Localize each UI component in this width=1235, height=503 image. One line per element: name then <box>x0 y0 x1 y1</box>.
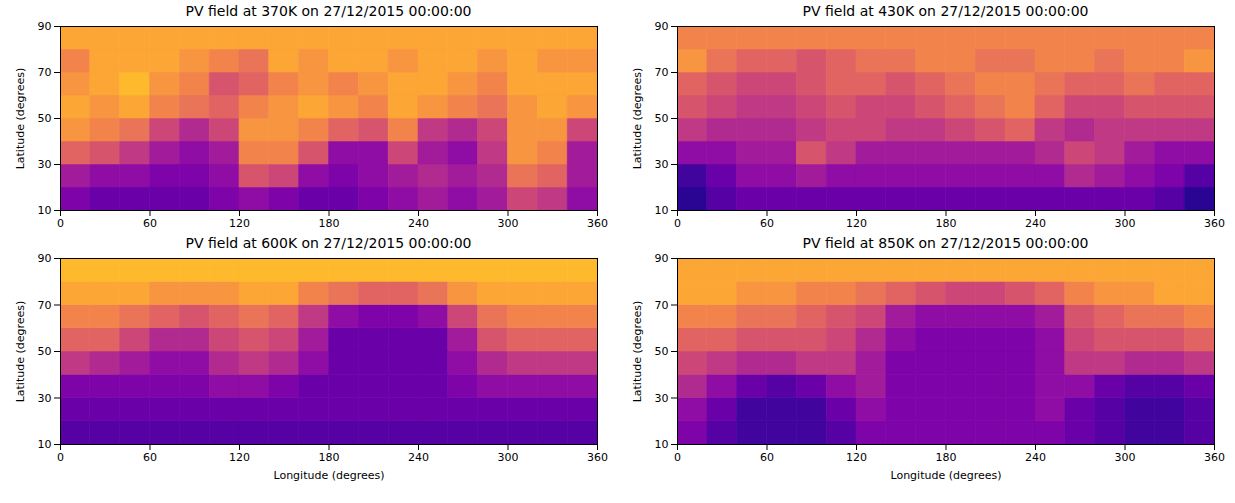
svg-text:240: 240 <box>1025 217 1046 230</box>
svg-text:90: 90 <box>38 252 52 265</box>
html-text:PV field at 370K on 27/12/2015: PV field at 370K on 27/12/2015 00:00:00 <box>185 3 472 19</box>
svg-text:Latitude (degrees): Latitude (degrees) <box>631 301 644 403</box>
svg-text:60: 60 <box>143 451 157 464</box>
svg-text:240: 240 <box>408 451 429 464</box>
svg-text:0: 0 <box>57 451 64 464</box>
svg-text:60: 60 <box>143 217 157 230</box>
svg-text:70: 70 <box>655 299 669 312</box>
html-text:PV field at 850K on 27/12/2015: PV field at 850K on 27/12/2015 00:00:00 <box>802 235 1089 251</box>
svg-text:Latitude (degrees): Latitude (degrees) <box>631 68 644 170</box>
svg-text:30: 30 <box>655 392 669 405</box>
svg-text:10: 10 <box>655 204 669 217</box>
svg-text:360: 360 <box>587 217 608 230</box>
svg-text:Longitude (degrees): Longitude (degrees) <box>890 469 1001 482</box>
html-text:PV field at 430K on 27/12/2015: PV field at 430K on 27/12/2015 00:00:00 <box>802 3 1089 19</box>
svg-text:240: 240 <box>1025 451 1046 464</box>
svg-text:300: 300 <box>498 217 519 230</box>
svg-text:300: 300 <box>1115 217 1136 230</box>
svg-text:Longitude (degrees): Longitude (degrees) <box>273 469 384 482</box>
svg-text:70: 70 <box>38 66 52 79</box>
svg-text:10: 10 <box>38 438 52 451</box>
svg-text:0: 0 <box>57 217 64 230</box>
svg-text:60: 60 <box>760 451 774 464</box>
svg-text:90: 90 <box>655 20 669 33</box>
svg-text:50: 50 <box>655 112 669 125</box>
svg-text:90: 90 <box>38 20 52 33</box>
svg-text:Latitude (degrees): Latitude (degrees) <box>14 68 27 170</box>
svg-text:120: 120 <box>229 217 250 230</box>
svg-text:30: 30 <box>655 158 669 171</box>
svg-text:10: 10 <box>655 438 669 451</box>
svg-text:300: 300 <box>498 451 519 464</box>
svg-text:240: 240 <box>408 217 429 230</box>
svg-text:180: 180 <box>936 451 957 464</box>
svg-text:180: 180 <box>936 217 957 230</box>
html-text:PV field at 600K on 27/12/2015: PV field at 600K on 27/12/2015 00:00:00 <box>185 235 472 251</box>
svg-text:50: 50 <box>655 345 669 358</box>
svg-text:360: 360 <box>1204 217 1225 230</box>
svg-text:70: 70 <box>655 66 669 79</box>
svg-text:0: 0 <box>674 217 681 230</box>
svg-text:180: 180 <box>319 451 340 464</box>
svg-text:300: 300 <box>1115 451 1136 464</box>
svg-text:30: 30 <box>38 158 52 171</box>
svg-text:360: 360 <box>1204 451 1225 464</box>
svg-text:10: 10 <box>38 204 52 217</box>
svg-text:70: 70 <box>38 299 52 312</box>
svg-text:50: 50 <box>38 112 52 125</box>
svg-text:120: 120 <box>846 451 867 464</box>
svg-text:50: 50 <box>38 345 52 358</box>
svg-text:60: 60 <box>760 217 774 230</box>
svg-text:0: 0 <box>674 451 681 464</box>
svg-text:120: 120 <box>846 217 867 230</box>
svg-text:180: 180 <box>319 217 340 230</box>
svg-text:Latitude (degrees): Latitude (degrees) <box>14 301 27 403</box>
svg-text:120: 120 <box>229 451 250 464</box>
svg-text:90: 90 <box>655 252 669 265</box>
svg-text:360: 360 <box>587 451 608 464</box>
svg-text:30: 30 <box>38 392 52 405</box>
